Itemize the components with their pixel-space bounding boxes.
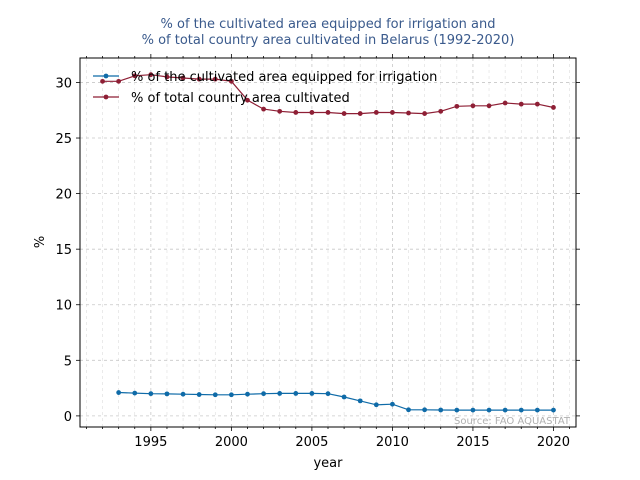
legend-label: % of total country area cultivated	[131, 91, 350, 106]
data-point	[390, 110, 395, 115]
data-point	[390, 401, 395, 407]
data-point	[438, 407, 444, 413]
data-point	[309, 110, 315, 115]
data-point	[116, 390, 122, 395]
data-point	[228, 392, 234, 398]
y-tick-label: 5	[64, 354, 72, 369]
series-line	[118, 391, 554, 411]
data-point	[277, 108, 283, 114]
data-point	[132, 73, 138, 79]
data-point	[212, 392, 218, 398]
data-point	[261, 106, 266, 112]
data-point	[534, 407, 540, 413]
x-tick-label: 2020	[537, 435, 570, 450]
data-point	[228, 78, 234, 84]
data-point	[422, 111, 428, 116]
x-tick-label: 2010	[376, 435, 409, 450]
data-point	[470, 103, 476, 109]
data-point	[309, 391, 315, 396]
data-point	[245, 391, 250, 397]
y-axis-label: %	[33, 236, 48, 248]
y-tick-label: 0	[64, 410, 72, 425]
data-point	[357, 398, 363, 404]
source-note: Source: FAO AQUASTAT	[454, 416, 571, 427]
x-tick-label: 2000	[215, 435, 248, 450]
data-point	[486, 407, 492, 413]
data-point	[116, 78, 122, 84]
data-point	[502, 407, 508, 413]
x-tick-label: 1995	[134, 435, 167, 450]
data-point	[373, 402, 379, 408]
data-point	[261, 391, 266, 397]
x-tick-label: 2005	[295, 435, 328, 450]
data-point	[164, 391, 170, 397]
legend-label: % of the cultivated area equipped for ir…	[131, 70, 437, 85]
data-point	[132, 390, 138, 396]
data-point	[406, 407, 411, 413]
data-point	[277, 391, 283, 396]
data-point	[325, 391, 331, 397]
y-tick-label: 20	[55, 188, 72, 203]
y-tick-label: 10	[55, 299, 72, 314]
data-point	[196, 76, 202, 82]
data-point	[438, 108, 444, 114]
data-point	[180, 75, 186, 81]
data-point	[534, 101, 540, 107]
x-axis-label: year	[313, 456, 343, 471]
data-point	[148, 391, 154, 397]
data-point	[454, 103, 460, 109]
data-point	[373, 110, 379, 115]
data-point	[325, 110, 331, 115]
data-point	[164, 74, 170, 80]
y-tick-label: 30	[55, 76, 72, 91]
data-point	[357, 111, 363, 116]
data-point	[196, 392, 202, 397]
data-point	[341, 394, 347, 400]
data-point	[551, 105, 556, 110]
data-point	[486, 103, 492, 109]
data-point	[518, 101, 524, 107]
legend-marker	[103, 73, 109, 79]
data-point	[293, 110, 299, 115]
data-point	[293, 391, 299, 396]
axis-ticks: 1995 2000 2005 2010 2015 2020 0 5 10 15 20 25 30	[55, 54, 580, 450]
data-point	[454, 407, 460, 413]
series-2	[100, 72, 556, 116]
series-1	[116, 390, 556, 413]
data-point	[245, 97, 250, 103]
y-tick-label: 15	[55, 243, 72, 258]
data-point	[341, 111, 347, 116]
data-point	[406, 110, 411, 116]
data-point	[502, 100, 508, 106]
data-point	[551, 407, 556, 413]
data-point	[212, 76, 218, 82]
data-point	[148, 72, 154, 78]
chart-title-line-2: % of total country area cultivated in Be…	[142, 33, 515, 48]
grid-lines	[80, 58, 576, 427]
data-point	[470, 407, 476, 413]
data-point	[100, 78, 105, 84]
data-point	[518, 407, 524, 413]
data-point	[422, 407, 428, 413]
series-layer	[100, 72, 556, 413]
data-point	[180, 391, 186, 397]
x-tick-label: 2015	[456, 435, 489, 450]
legend-marker	[103, 94, 109, 100]
legend: % of the cultivated area equipped for ir…	[93, 70, 437, 106]
y-tick-label: 25	[55, 132, 72, 147]
chart-title-line-1: % of the cultivated area equipped for ir…	[161, 17, 496, 32]
